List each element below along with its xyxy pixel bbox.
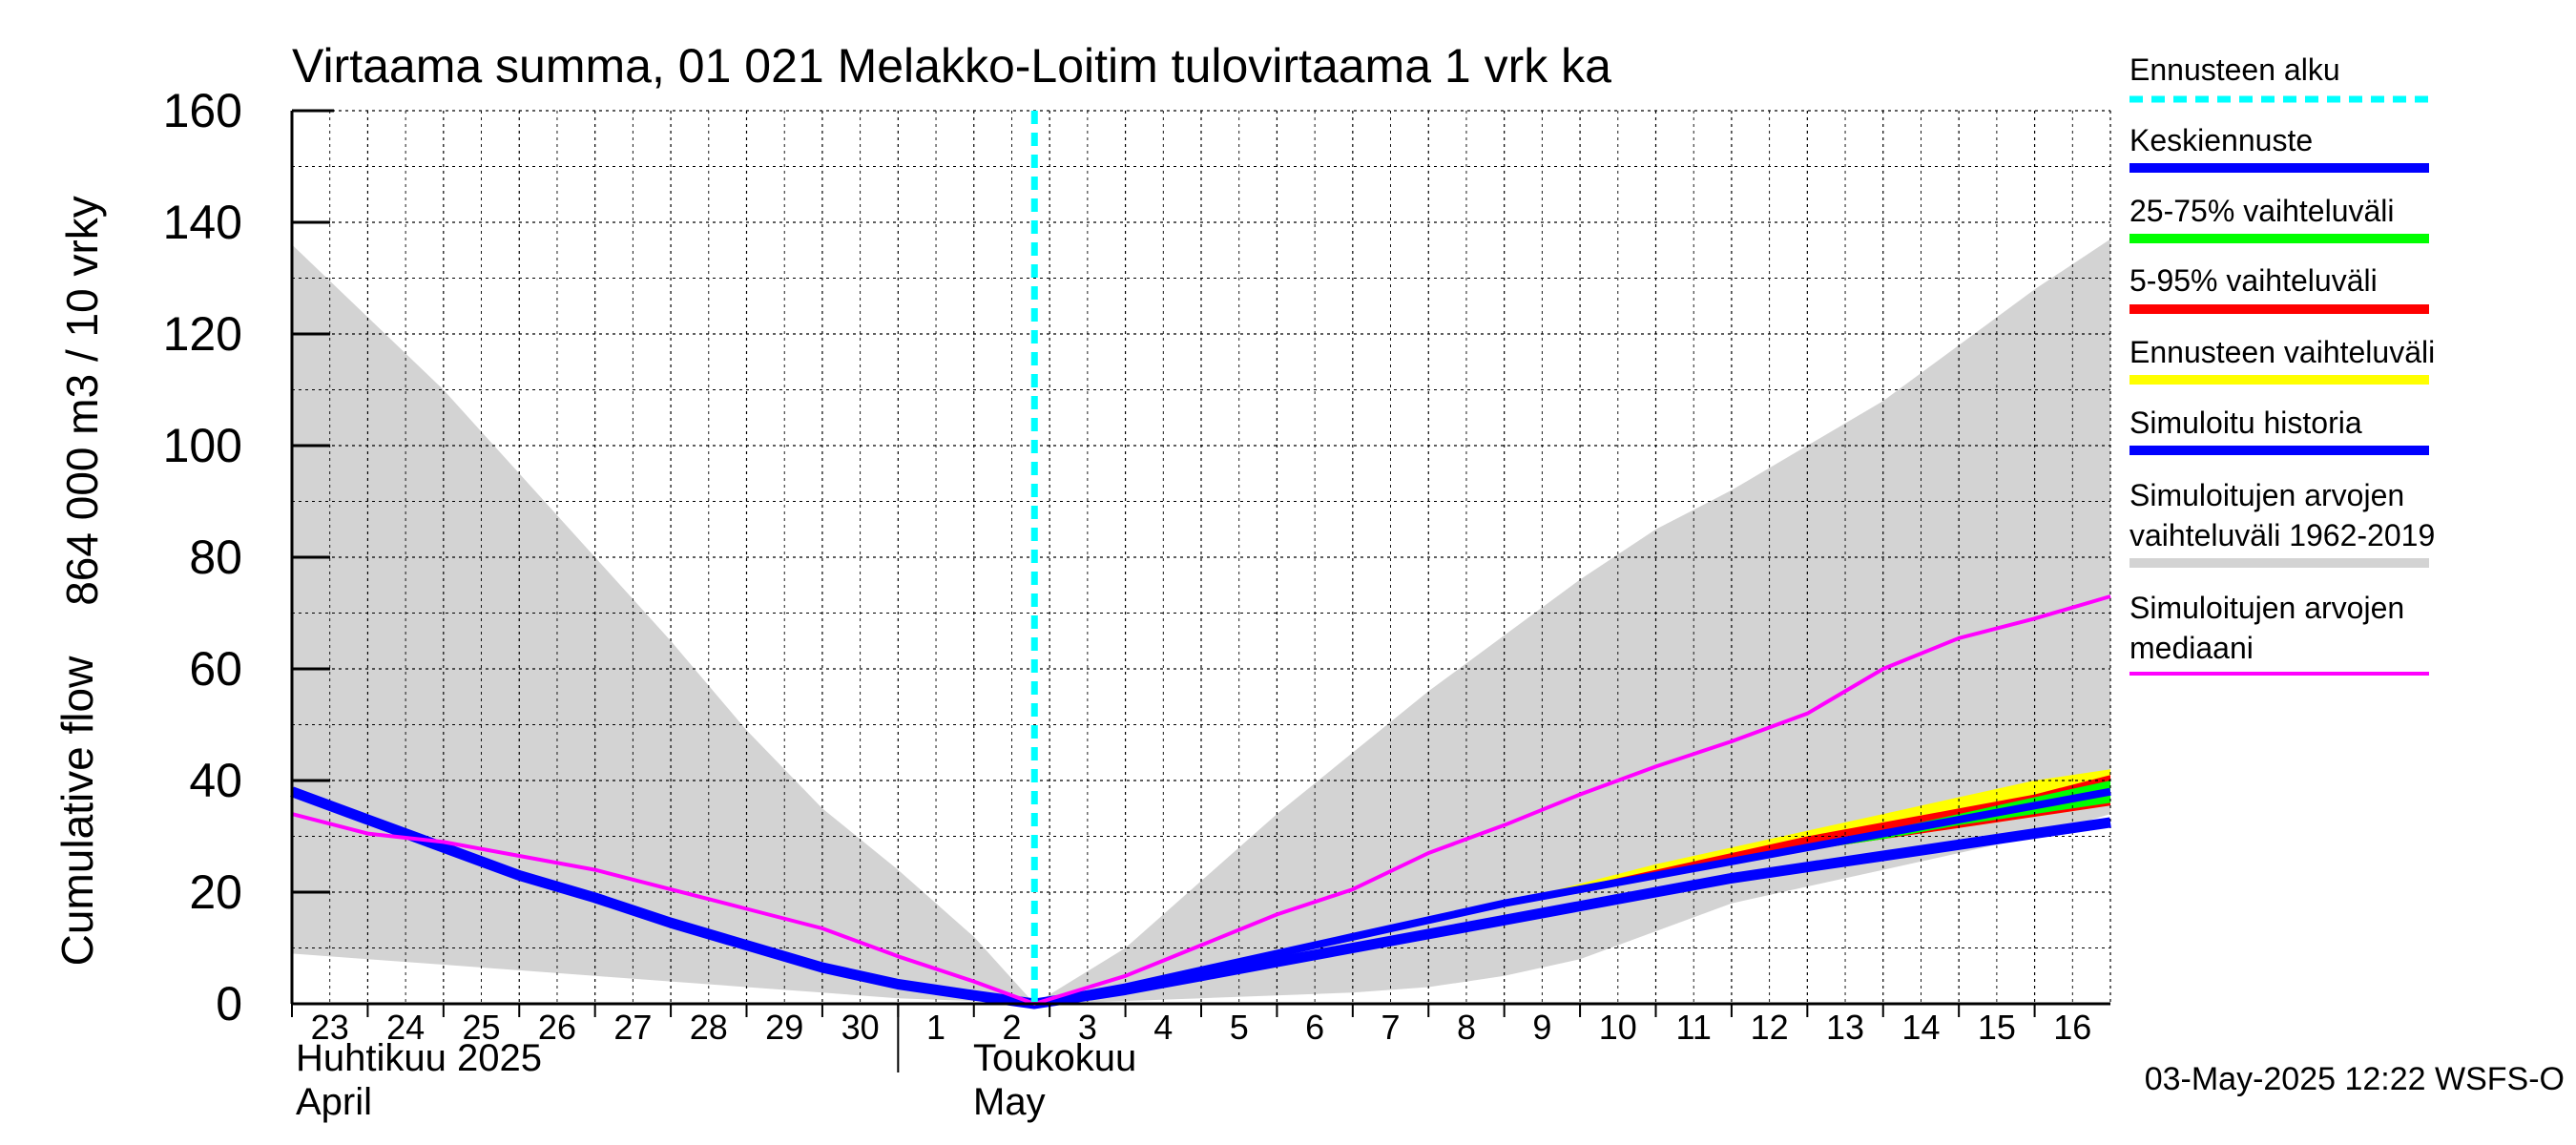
x-tick-label: 2 xyxy=(1002,1008,1021,1047)
x-tick-label: 15 xyxy=(1978,1008,2016,1047)
y-tick-label: 100 xyxy=(163,419,242,472)
legend-label: Keskiennuste xyxy=(2129,123,2313,157)
legend-label: Simuloitujen arvojen xyxy=(2129,478,2404,512)
x-tick-label: 14 xyxy=(1901,1008,1940,1047)
y-axis-label-fi: 864 000 m3 / 10 vrky xyxy=(57,196,107,606)
x-tick-label: 24 xyxy=(386,1008,425,1047)
month-label-may-fi: Toukokuu xyxy=(973,1037,1136,1079)
x-tick-label: 29 xyxy=(765,1008,803,1047)
x-tick-label: 16 xyxy=(2053,1008,2091,1047)
line-mediaani xyxy=(291,594,2111,1006)
y-tick-label: 0 xyxy=(216,977,242,1030)
x-tick-label: 25 xyxy=(463,1008,501,1047)
legend-label: Simuloitujen arvojen xyxy=(2129,591,2404,625)
plot-lines xyxy=(290,111,2111,1010)
x-tick-label: 1 xyxy=(926,1008,945,1047)
band-ennusteen-vaihteluvali xyxy=(1034,769,2110,1004)
y-tick-label: 20 xyxy=(189,865,242,919)
legend-item-r2575: 25-75% vaihteluväli xyxy=(2129,194,2429,243)
legend-item-alku: Ennusteen alku xyxy=(2129,52,2429,103)
legend-label: Ennusteen alku xyxy=(2129,52,2340,87)
x-tick-label: 28 xyxy=(690,1008,728,1047)
legend-item-ennv: Ennusteen vaihteluväli xyxy=(2129,335,2435,385)
x-ticks: 23 24 25 26 27 28 29 30 1 2 3 4 5 6 7 8 9 10 11 12 13 14 15 16 xyxy=(291,1004,2091,1072)
legend-label: 25-75% vaihteluväli xyxy=(2129,194,2395,228)
legend-item-keski: Keskiennuste xyxy=(2129,123,2429,173)
y-tick-label: 40 xyxy=(189,754,242,807)
x-tick-label: 10 xyxy=(1599,1008,1637,1047)
x-tick-label: 6 xyxy=(1305,1008,1324,1047)
y-tick-label: 140 xyxy=(163,196,242,249)
month-label-april-en: April xyxy=(296,1081,372,1123)
line-keskiennuste xyxy=(1033,787,2111,1008)
y-axis-label: 864 000 m3 / 10 vrky Cumulative flow xyxy=(52,196,107,966)
legend-label-line2: vaihteluväli 1962-2019 xyxy=(2129,518,2435,552)
line-simuloitu-historia xyxy=(290,786,2111,1010)
x-tick-label: 7 xyxy=(1381,1008,1401,1047)
y-tick-label: 120 xyxy=(163,307,242,361)
footer-timestamp: 03-May-2025 12:22 WSFS-O xyxy=(2145,1061,2565,1097)
month-label-april-fi: Huhtikuu 2025 xyxy=(296,1037,542,1079)
x-tick-label: 12 xyxy=(1751,1008,1789,1047)
x-tick-label: 13 xyxy=(1826,1008,1864,1047)
x-tick-label: 9 xyxy=(1532,1008,1551,1047)
y-axis-label-en: Cumulative flow xyxy=(52,656,102,966)
month-label-may-en: May xyxy=(973,1081,1046,1123)
y-tick-label: 80 xyxy=(189,531,242,584)
x-tick-label: 5 xyxy=(1230,1008,1249,1047)
x-tick-label: 4 xyxy=(1153,1008,1173,1047)
x-tick-label: 27 xyxy=(613,1008,652,1047)
month-labels: Huhtikuu 2025 April Toukokuu May xyxy=(296,1037,1136,1123)
chart-title: Virtaama summa, 01 021 Melakko-Loitim tu… xyxy=(292,39,1611,93)
legend-label: 5-95% vaihteluväli xyxy=(2129,263,2378,298)
legend-label-line2: mediaani xyxy=(2129,631,2254,665)
legend-label: Simuloitu historia xyxy=(2129,406,2362,440)
legend-item-median: Simuloitujen arvojen mediaani xyxy=(2129,591,2429,676)
legend-item-r595: 5-95% vaihteluväli xyxy=(2129,263,2429,314)
x-tick-label: 23 xyxy=(311,1008,349,1047)
x-tick-label: 26 xyxy=(538,1008,576,1047)
legend-label: Ennusteen vaihteluväli xyxy=(2129,335,2435,369)
x-tick-label: 30 xyxy=(841,1008,880,1047)
x-tick-label: 3 xyxy=(1078,1008,1097,1047)
y-ticks: 0 20 40 60 80 100 120 140 160 xyxy=(163,84,330,1030)
y-tick-label: 160 xyxy=(163,84,242,137)
y-tick-label: 60 xyxy=(189,642,242,696)
plot-grid xyxy=(292,110,2111,1004)
legend-item-simrange: Simuloitujen arvojen vaihteluväli 1962-20… xyxy=(2129,478,2435,568)
legend: Ennusteen alku Keskiennuste 25-75% vaihtel… xyxy=(2129,52,2435,676)
x-tick-label: 11 xyxy=(1676,1008,1712,1047)
legend-item-simhist: Simuloitu historia xyxy=(2129,406,2429,455)
x-tick-label: 8 xyxy=(1457,1008,1476,1047)
